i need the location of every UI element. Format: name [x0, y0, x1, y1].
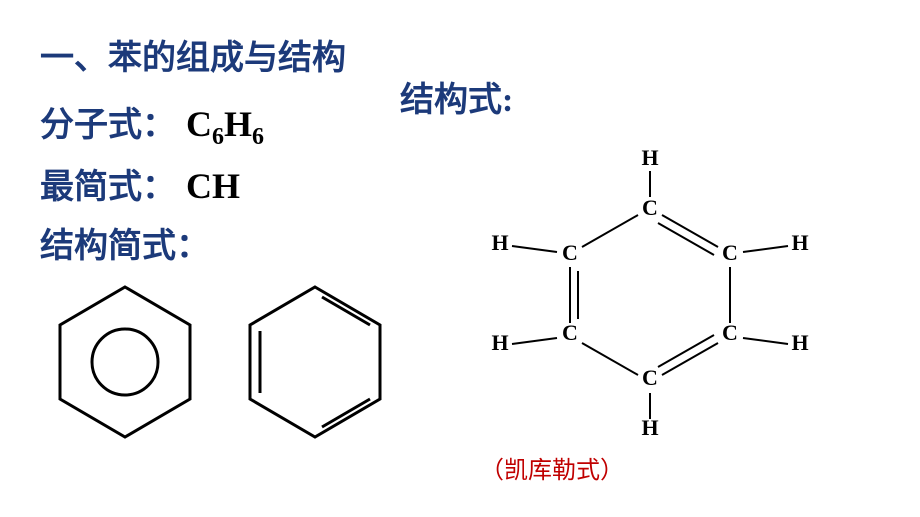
- mol-h-sub: 6: [252, 124, 264, 150]
- hex2-db1: [322, 297, 370, 325]
- c-ll: C: [562, 320, 578, 345]
- ch-ll: [512, 338, 557, 344]
- mol-c-sub: 6: [212, 124, 224, 150]
- h-lr: H: [791, 330, 808, 355]
- empirical-value: CH: [186, 165, 240, 207]
- mol-c: C: [186, 104, 212, 144]
- structural-label: 结构式:: [400, 72, 513, 121]
- ch-lr: [743, 338, 788, 344]
- h-ul: H: [491, 230, 508, 255]
- h-top: H: [641, 145, 658, 170]
- benzene-circle-icon: [50, 277, 200, 447]
- c-ur: C: [722, 240, 738, 265]
- bond-ul-t: [582, 215, 638, 247]
- mol-h: H: [224, 104, 252, 144]
- ch-ul: [512, 246, 557, 252]
- molecular-value: C6H6: [186, 103, 264, 151]
- h-ll: H: [491, 330, 508, 355]
- hex1-circle: [92, 329, 158, 395]
- hex2-db2: [322, 399, 370, 427]
- benzene-kekule-icon: [240, 277, 390, 447]
- hex1-outline: [60, 287, 190, 437]
- kekule-caption: （凯库勒式）: [480, 450, 624, 485]
- ch-ur: [743, 246, 788, 252]
- bond-b-ll: [582, 343, 638, 375]
- hex2-outline: [250, 287, 380, 437]
- h-ur: H: [791, 230, 808, 255]
- c-top: C: [642, 195, 658, 220]
- c-lr: C: [722, 320, 738, 345]
- c-ul: C: [562, 240, 578, 265]
- structural-diagram: C C C C C C H H H H H H: [470, 135, 830, 450]
- c-bot: C: [642, 365, 658, 390]
- empirical-label: 最简式：: [40, 159, 176, 208]
- molecular-label: 分子式：: [40, 97, 176, 146]
